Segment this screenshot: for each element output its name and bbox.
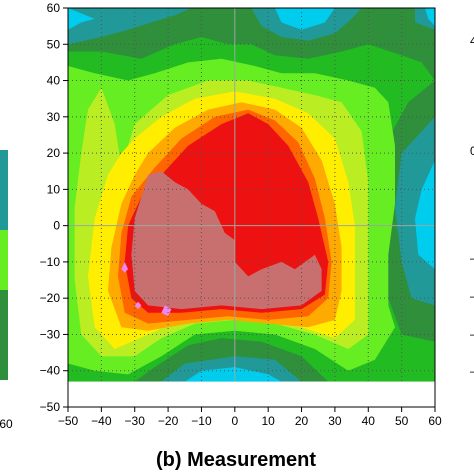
region-cyan-top-mid bbox=[274, 8, 335, 30]
y-tick-label: 10 bbox=[47, 182, 61, 196]
x-tick-label: 20 bbox=[295, 414, 309, 428]
x-tick-label: 50 bbox=[395, 414, 409, 428]
x-tick-label: −30 bbox=[125, 414, 146, 428]
gridlines bbox=[68, 8, 435, 382]
right-panel-tick: 0 bbox=[470, 144, 474, 158]
y-tick-label: 50 bbox=[47, 37, 61, 51]
y-tick-label: 40 bbox=[47, 74, 61, 88]
plot-frame bbox=[67, 7, 436, 408]
left-panel-edge: 60 bbox=[0, 150, 13, 431]
right-panel-tick: – bbox=[470, 251, 474, 265]
contour-band-11 bbox=[134, 301, 142, 310]
contour-layers bbox=[68, 8, 435, 382]
y-tick-label: 0 bbox=[53, 219, 60, 233]
contour-band-9 bbox=[121, 261, 129, 273]
right-panel-tick: – bbox=[470, 327, 474, 341]
y-tick-label: −20 bbox=[40, 291, 61, 305]
x-tick-label: −50 bbox=[58, 414, 79, 428]
x-tick-label: 40 bbox=[362, 414, 376, 428]
region-cyan-top-right bbox=[425, 8, 435, 27]
region-cyan-right bbox=[415, 160, 435, 270]
y-tick-label: −40 bbox=[40, 364, 61, 378]
x-axis: −50 −40 −30 −20 −10 0 10 20 30 40 50 60 bbox=[58, 407, 442, 428]
region-cyan-top-left bbox=[68, 8, 95, 30]
y-tick-label: −10 bbox=[40, 255, 61, 269]
cyan-regions bbox=[68, 8, 435, 382]
contour-band-10 bbox=[161, 305, 172, 317]
y-tick-label: −30 bbox=[40, 327, 61, 341]
left-panel-tick: 60 bbox=[0, 417, 13, 431]
right-panel-edge: 4 0 – – – – bbox=[470, 34, 474, 378]
figure-caption: (b) Measurement bbox=[156, 449, 316, 471]
x-tick-label: −40 bbox=[91, 414, 112, 428]
x-tick-label: 10 bbox=[262, 414, 276, 428]
right-panel-tick: 4 bbox=[470, 34, 474, 48]
right-panel-tick: – bbox=[470, 364, 474, 378]
y-tick-label: 60 bbox=[47, 1, 61, 15]
y-tick-label: 20 bbox=[47, 146, 61, 160]
x-tick-label: −20 bbox=[158, 414, 179, 428]
x-tick-label: 30 bbox=[328, 414, 342, 428]
x-tick-label: −10 bbox=[191, 414, 212, 428]
x-tick-label: 0 bbox=[231, 414, 238, 428]
plot-area bbox=[68, 8, 435, 382]
contour-band-8 bbox=[131, 171, 322, 310]
y-axis: −50 −40 −30 −20 −10 0 10 20 30 40 50 60 bbox=[40, 1, 68, 414]
y-tick-label: 30 bbox=[47, 110, 61, 124]
right-panel-tick: – bbox=[470, 289, 474, 303]
x-tick-label: 60 bbox=[428, 414, 442, 428]
y-tick-label: −50 bbox=[40, 400, 61, 414]
region-teal-top bbox=[68, 8, 192, 45]
